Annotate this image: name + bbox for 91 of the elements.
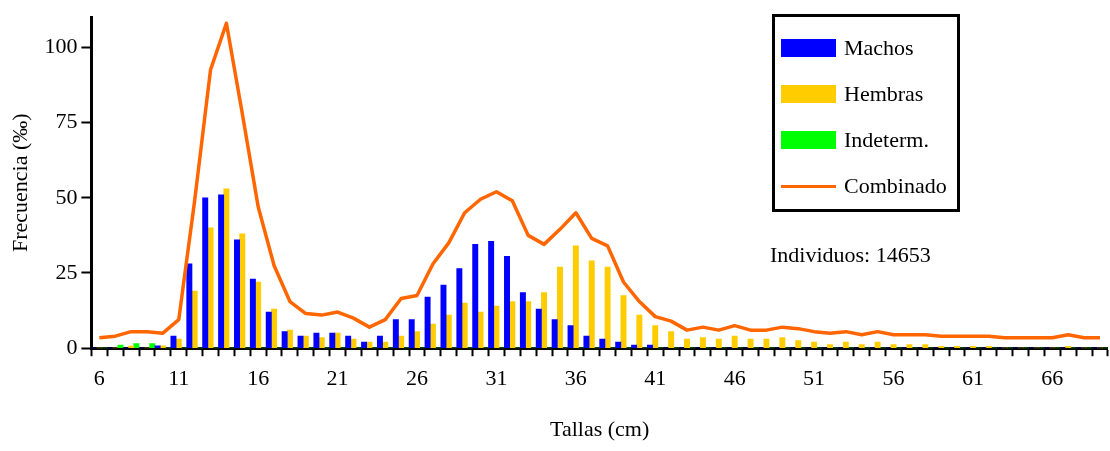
- bar: [170, 335, 177, 349]
- legend-label: Combinado: [844, 173, 947, 199]
- x-tick-label: 21: [326, 365, 349, 391]
- bar: [207, 227, 214, 349]
- y-tick-label: 50: [55, 183, 78, 209]
- bar: [361, 341, 368, 349]
- x-tick-label: 66: [1041, 365, 1064, 391]
- bar: [265, 311, 272, 349]
- bar: [297, 335, 304, 349]
- bar: [345, 335, 352, 349]
- bar: [234, 239, 240, 349]
- bar: [191, 290, 198, 349]
- bar: [504, 256, 510, 349]
- x-tick-label: 41: [644, 365, 667, 391]
- bar: [652, 325, 659, 349]
- bar: [472, 244, 479, 349]
- bar: [763, 338, 770, 349]
- bar: [329, 332, 336, 349]
- bar: [874, 341, 881, 349]
- bar: [519, 292, 526, 349]
- bar: [556, 266, 563, 349]
- bar: [858, 344, 865, 349]
- y-tick-label: 25: [55, 258, 78, 284]
- x-tick-label: 51: [803, 365, 826, 391]
- bar: [424, 296, 431, 349]
- bar: [646, 344, 653, 349]
- bar: [795, 340, 802, 349]
- bar: [218, 194, 225, 349]
- bar: [588, 260, 595, 349]
- legend-label: Indeterm.: [844, 127, 929, 153]
- bar: [615, 341, 622, 349]
- bar: [631, 344, 638, 349]
- bar: [456, 268, 463, 349]
- x-tick-label: 61: [961, 365, 984, 391]
- bar: [922, 344, 929, 349]
- bar: [583, 335, 590, 349]
- bar: [906, 344, 913, 349]
- legend-label: Machos: [844, 35, 914, 61]
- bar: [149, 343, 156, 349]
- bar: [159, 345, 166, 349]
- x-axis-title: Tallas (cm): [550, 415, 650, 441]
- bar: [202, 197, 209, 349]
- bar: [572, 245, 579, 349]
- bar: [313, 332, 320, 349]
- bar: [376, 335, 383, 349]
- x-tick-label: 6: [93, 365, 105, 391]
- bar: [154, 345, 161, 349]
- x-tick-label: 11: [168, 365, 190, 391]
- bar: [890, 344, 897, 349]
- x-tick-label: 31: [485, 365, 508, 391]
- bar: [175, 338, 182, 349]
- bar: [477, 311, 484, 349]
- annotation: Individuos: 14653: [770, 242, 931, 268]
- bar: [249, 278, 256, 349]
- bar: [334, 332, 341, 349]
- y-tick-label: 75: [55, 108, 78, 134]
- bar: [408, 319, 415, 349]
- bar: [747, 338, 754, 349]
- x-tick-label: 46: [723, 365, 746, 391]
- bar: [318, 337, 325, 349]
- bar: [567, 325, 574, 349]
- x-tick-label: 56: [882, 365, 905, 391]
- bar: [604, 266, 611, 349]
- bar: [842, 341, 849, 349]
- y-tick-label: 0: [66, 333, 78, 359]
- bar: [684, 338, 690, 349]
- bar: [186, 263, 193, 349]
- bar: [461, 302, 468, 349]
- bar: [599, 338, 606, 349]
- x-tick-label: 16: [247, 365, 270, 391]
- bar: [668, 331, 675, 349]
- bar: [826, 344, 833, 349]
- bar: [445, 314, 452, 349]
- x-tick-label: 36: [564, 365, 587, 391]
- bar: [779, 337, 786, 349]
- bar: [488, 241, 495, 349]
- bar: [281, 331, 288, 349]
- legend-label: Hembras: [844, 81, 924, 107]
- bar: [699, 337, 706, 349]
- bar: [133, 343, 140, 349]
- y-tick-label: 100: [44, 33, 78, 59]
- bar: [551, 319, 558, 349]
- y-axis-title: Frecuencia (‰): [6, 113, 32, 253]
- bar: [811, 341, 818, 349]
- bar: [392, 319, 399, 349]
- bar: [636, 314, 643, 349]
- x-tick-label: 26: [406, 365, 429, 391]
- bar: [128, 345, 135, 349]
- bar: [731, 335, 738, 349]
- bar: [715, 338, 722, 349]
- bar: [535, 308, 542, 349]
